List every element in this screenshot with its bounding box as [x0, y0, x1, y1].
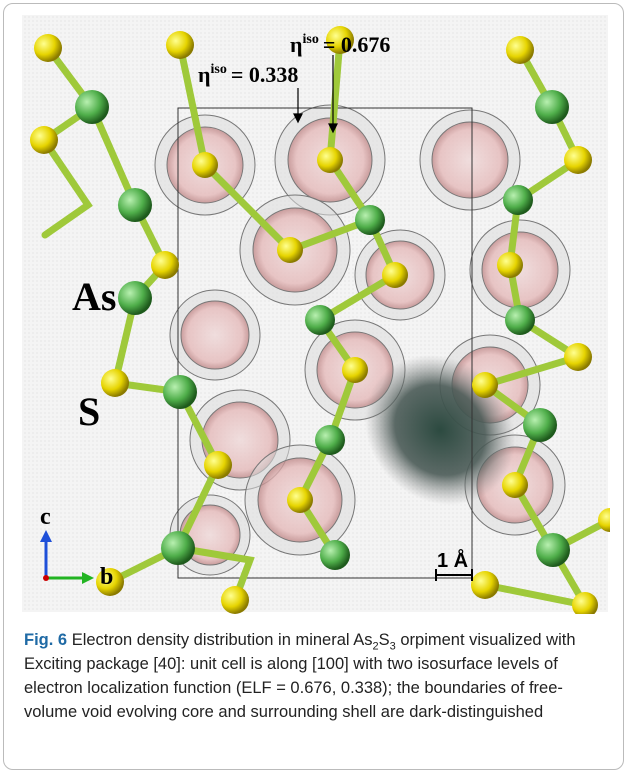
caption: Fig. 6 Electron density distribution in … [24, 628, 609, 724]
eta-symbol: η [198, 62, 211, 87]
figure-image: ηiso= 0.676 ηiso= 0.338 As S c b 1 Å [20, 12, 610, 614]
s-label: S [78, 389, 100, 434]
eta-value: = 0.676 [323, 32, 391, 57]
axis-c-label: c [40, 504, 51, 530]
caption-text: Electron density distribution in mineral… [72, 631, 373, 649]
scale-label: 1 Å [437, 548, 468, 572]
caption-text: S [379, 631, 390, 649]
eta-symbol: η [290, 32, 303, 57]
eta-sup: iso [211, 62, 227, 77]
eta-sup: iso [303, 32, 319, 47]
as-label: As [72, 274, 116, 319]
axis-b-label: b [100, 564, 113, 590]
eta-value: = 0.338 [231, 62, 299, 87]
figure-number: Fig. 6 [24, 631, 67, 649]
